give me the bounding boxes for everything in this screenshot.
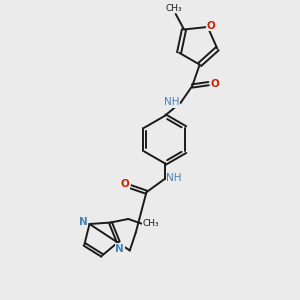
Text: O: O <box>121 179 129 190</box>
Text: NH: NH <box>164 97 180 107</box>
Text: N: N <box>79 217 87 226</box>
Text: O: O <box>210 79 219 88</box>
Text: NH: NH <box>166 172 182 183</box>
Text: CH₃: CH₃ <box>143 219 159 228</box>
Text: O: O <box>207 21 216 31</box>
Text: CH₃: CH₃ <box>166 4 182 13</box>
Text: N: N <box>116 244 124 254</box>
